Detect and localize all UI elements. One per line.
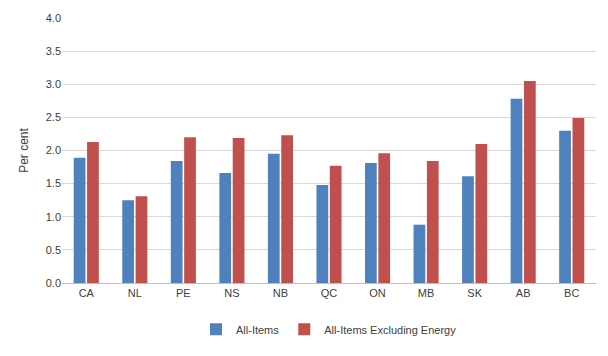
svg-text:1.0: 1.0 <box>46 211 61 223</box>
svg-text:4.0: 4.0 <box>46 12 61 24</box>
svg-text:All-Items Excluding Energy: All-Items Excluding Energy <box>324 324 456 336</box>
svg-text:AB: AB <box>516 287 531 299</box>
svg-text:All-Items: All-Items <box>236 324 279 336</box>
svg-text:QC: QC <box>321 287 338 299</box>
svg-text:0.0: 0.0 <box>46 277 61 289</box>
svg-text:3.0: 3.0 <box>46 78 61 90</box>
svg-text:1.5: 1.5 <box>46 177 61 189</box>
svg-text:2.0: 2.0 <box>46 144 61 156</box>
svg-text:CA: CA <box>79 287 95 299</box>
svg-text:NB: NB <box>273 287 288 299</box>
svg-text:NL: NL <box>128 287 142 299</box>
svg-text:BC: BC <box>564 287 579 299</box>
svg-text:3.5: 3.5 <box>46 45 61 57</box>
svg-text:SK: SK <box>467 287 482 299</box>
svg-text:0.5: 0.5 <box>46 244 61 256</box>
svg-text:NS: NS <box>224 287 239 299</box>
svg-text:Per cent: Per cent <box>17 127 31 172</box>
svg-text:ON: ON <box>369 287 386 299</box>
svg-text:2.5: 2.5 <box>46 111 61 123</box>
svg-text:PE: PE <box>176 287 191 299</box>
svg-text:MB: MB <box>418 287 435 299</box>
